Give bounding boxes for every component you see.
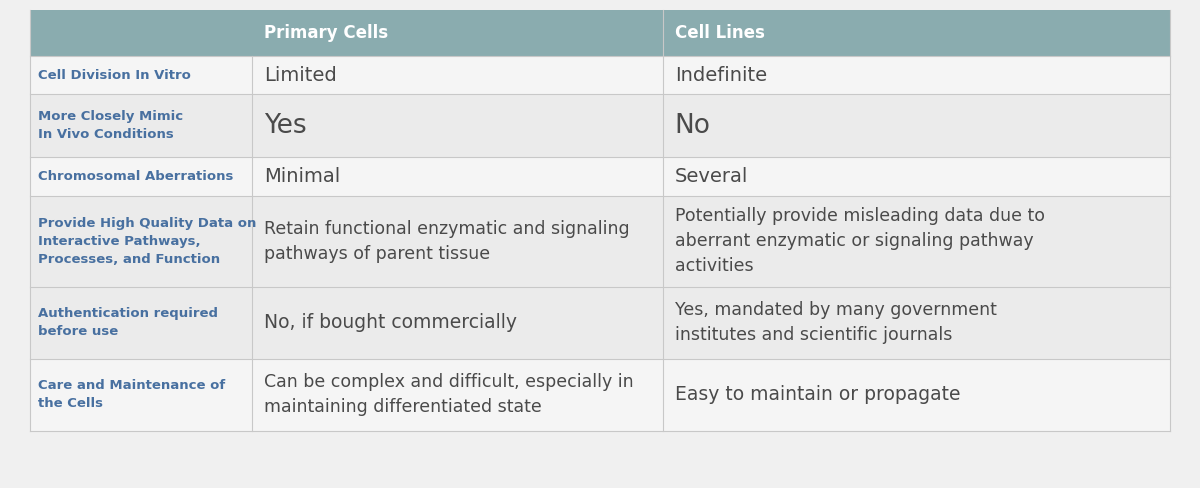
- Text: Provide High Quality Data on
Interactive Pathways,
Processes, and Function: Provide High Quality Data on Interactive…: [38, 217, 257, 266]
- Bar: [30, 359, 1170, 431]
- Text: Yes: Yes: [264, 113, 307, 139]
- Text: Authentication required
before use: Authentication required before use: [38, 307, 218, 338]
- Text: No: No: [674, 113, 710, 139]
- Text: Primary Cells: Primary Cells: [264, 24, 389, 42]
- Text: Easy to maintain or propagate: Easy to maintain or propagate: [674, 386, 960, 405]
- Text: Care and Maintenance of
the Cells: Care and Maintenance of the Cells: [38, 380, 226, 410]
- Bar: [30, 10, 1170, 56]
- Text: Yes, mandated by many government
institutes and scientific journals: Yes, mandated by many government institu…: [674, 302, 996, 345]
- Bar: [30, 196, 1170, 287]
- Bar: [30, 56, 1170, 94]
- Text: Limited: Limited: [264, 65, 337, 84]
- Text: Chromosomal Aberrations: Chromosomal Aberrations: [38, 170, 233, 183]
- Text: No, if bought commercially: No, if bought commercially: [264, 313, 517, 332]
- Text: Retain functional enzymatic and signaling
pathways of parent tissue: Retain functional enzymatic and signalin…: [264, 220, 630, 263]
- Text: Several: Several: [674, 167, 748, 186]
- Text: Indefinite: Indefinite: [674, 65, 767, 84]
- Text: Cell Division In Vitro: Cell Division In Vitro: [38, 68, 191, 81]
- Text: Potentially provide misleading data due to
aberrant enzymatic or signaling pathw: Potentially provide misleading data due …: [674, 207, 1045, 275]
- Bar: [30, 287, 1170, 359]
- Text: Cell Lines: Cell Lines: [674, 24, 764, 42]
- Bar: [30, 158, 1170, 196]
- Text: Can be complex and difficult, especially in
maintaining differentiated state: Can be complex and difficult, especially…: [264, 373, 634, 416]
- Text: Minimal: Minimal: [264, 167, 341, 186]
- Text: More Closely Mimic
In Vivo Conditions: More Closely Mimic In Vivo Conditions: [38, 110, 184, 142]
- Bar: [30, 94, 1170, 158]
